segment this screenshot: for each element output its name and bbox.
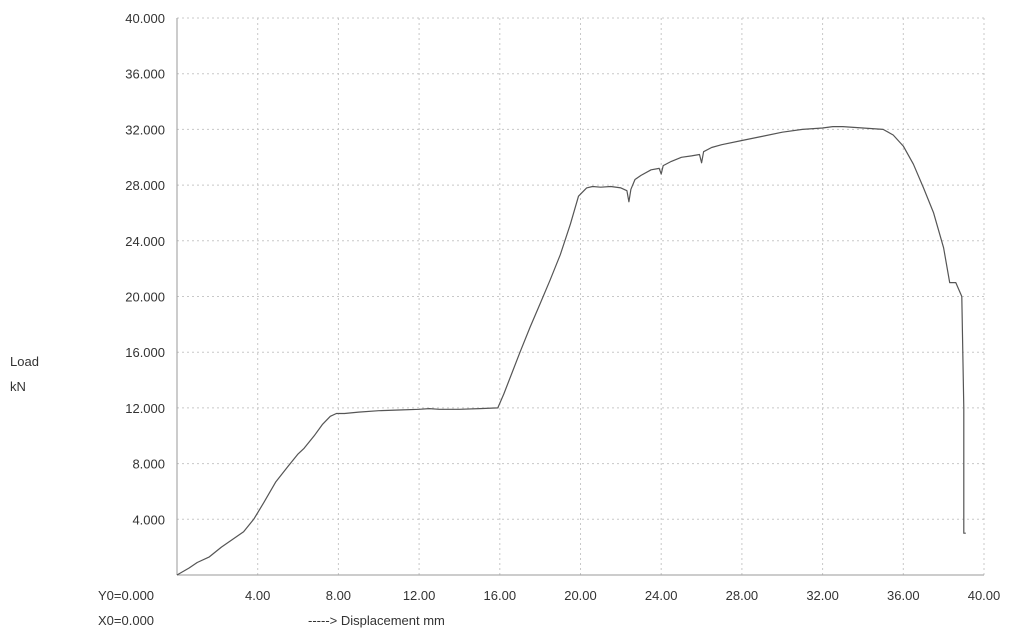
y-tick-label: 20.000: [125, 290, 165, 305]
x-tick-label: 8.00: [326, 588, 351, 603]
x-tick-label: 32.00: [806, 588, 839, 603]
x-tick-label: 16.00: [484, 588, 517, 603]
series-line-load: [176, 126, 966, 576]
y-tick-label: 4.000: [132, 512, 165, 527]
chart-axes: [176, 18, 984, 576]
x-tick-label: 28.00: [726, 588, 759, 603]
grid-lines: [177, 17, 985, 575]
y-tick-label: 12.000: [125, 401, 165, 416]
x-tick-label: 4.00: [245, 588, 270, 603]
y-tick-label: 32.000: [125, 122, 165, 137]
y-tick-label: 28.000: [125, 178, 165, 193]
y-tick-label: 40.000: [125, 11, 165, 26]
origin-y-label: Y0=0.000: [98, 588, 154, 603]
origin-x-label: X0=0.000: [98, 613, 154, 628]
y-tick-label: 8.000: [132, 457, 165, 472]
x-axis-label: -----> Displacement mm: [308, 613, 445, 628]
x-tick-label: 12.00: [403, 588, 436, 603]
y-tick-label: 16.000: [125, 345, 165, 360]
x-tick-label: 36.00: [887, 588, 920, 603]
tick-labels: 4.00 8.00 12.00 16.00 20.00 24.00 28.00 32.00 36…: [125, 11, 1000, 603]
x-tick-label: 40.00: [968, 588, 1001, 603]
x-tick-label: 20.00: [564, 588, 597, 603]
x-tick-label: 24.00: [645, 588, 678, 603]
y-tick-label: 36.000: [125, 67, 165, 82]
y-axis-label-quantity: Load: [10, 354, 39, 369]
y-axis-label-unit: kN: [10, 379, 26, 394]
y-tick-label: 24.000: [125, 234, 165, 249]
